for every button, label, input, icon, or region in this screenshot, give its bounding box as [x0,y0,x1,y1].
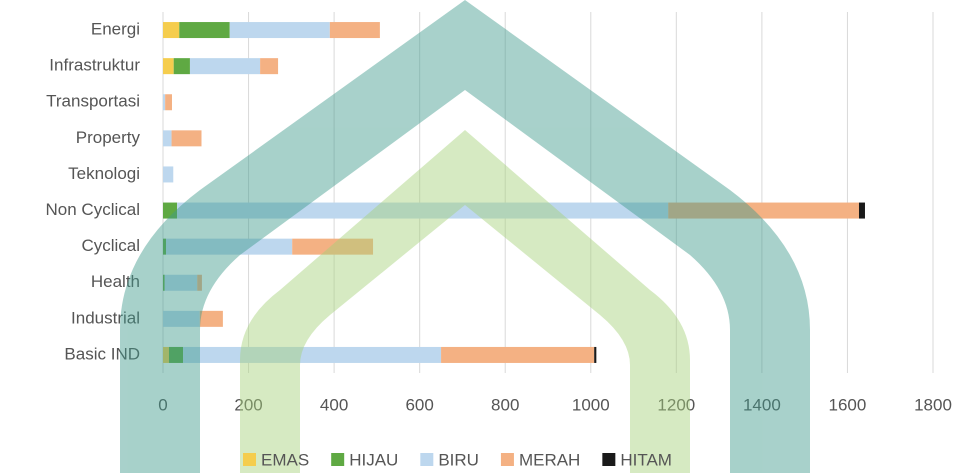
y-tick-label: Infrastruktur [49,56,140,75]
bar-segment [668,202,859,219]
legend-label: EMAS [261,450,309,469]
bar-segment [179,22,230,39]
x-tick-label: 1600 [829,395,867,414]
bar-segment [163,238,166,255]
x-tick-label: 400 [320,395,348,414]
x-tick-label: 1800 [914,395,952,414]
x-tick-label: 1000 [572,395,610,414]
y-tick-label: Basic IND [64,344,140,363]
bar-segment [163,346,169,363]
y-tick-label: Non Cyclical [46,200,140,219]
legend-swatch [331,453,345,466]
y-tick-label: Health [91,272,140,291]
bar-segment [163,166,174,183]
bar-segment [163,94,166,111]
legend-label: HITAM [620,450,672,469]
bar-segment [441,346,595,363]
bar-segment [163,58,174,75]
y-tick-label: Industrial [71,308,140,327]
legend-label: MERAH [519,450,580,469]
y-tick-label: Teknologi [68,164,140,183]
x-tick-label: 800 [491,395,519,414]
legend-swatch [243,453,256,466]
watermark [120,0,810,473]
bar-segment [165,238,293,255]
bar-segment [858,202,865,219]
x-tick-label: 1200 [657,395,695,414]
x-tick-label: 600 [405,395,433,414]
bar-segment [163,22,180,39]
bar-segment [594,346,597,363]
legend-swatch [602,453,616,466]
legend-label: HIJAU [349,450,398,469]
bar-segment [260,58,279,75]
plot-area: 0 200 400 600 800 1000 1200 1400 1600 1800 Energi I… [46,12,952,414]
bar-segment [168,346,184,363]
bar-segment [229,22,330,39]
bar-segment [197,274,202,291]
y-tick-label: Property [76,128,141,147]
bar-segment [163,310,200,327]
bar-segment [163,130,172,147]
bar-segment [171,130,202,147]
legend-label: BIRU [438,450,479,469]
bar-segment [199,310,223,327]
bar-segment [189,58,261,75]
y-tick-label: Transportasi [46,92,140,111]
y-tick-label: Energi [91,20,140,39]
legend-swatch [420,453,434,466]
bar-segment [164,274,198,291]
bar-segment [183,346,442,363]
x-tick-label: 1400 [743,395,781,414]
bar-segment [165,94,172,111]
legend-swatch [500,453,514,466]
bar-segment [177,202,669,219]
bar-segment [173,58,190,75]
bar-segment [292,238,374,255]
bar-segment [163,274,165,291]
x-tick-label: 200 [234,395,262,414]
bar-segment [163,202,178,219]
bar-segment [329,22,380,39]
x-tick-label: 0 [158,395,167,414]
y-tick-label: Cyclical [81,236,140,255]
